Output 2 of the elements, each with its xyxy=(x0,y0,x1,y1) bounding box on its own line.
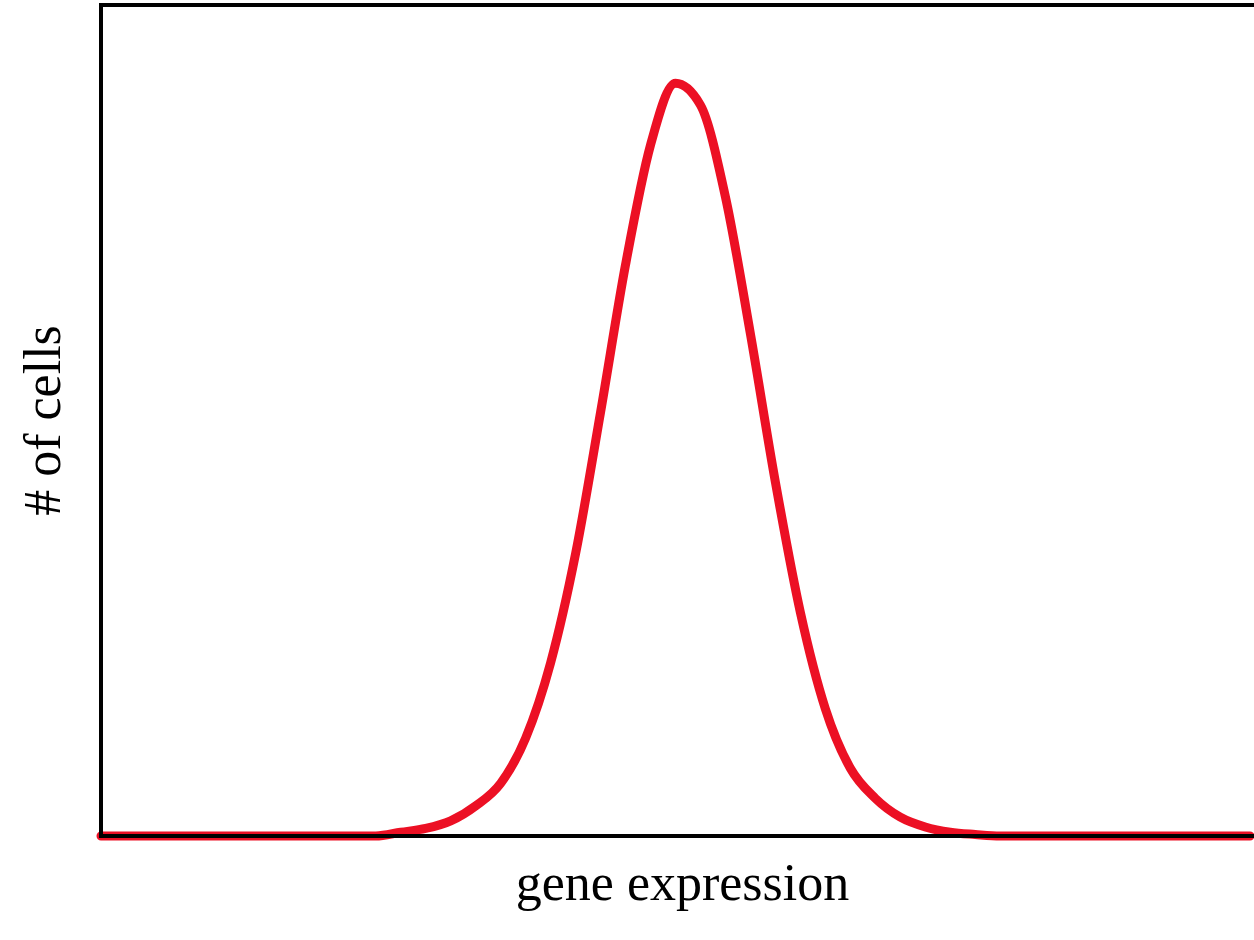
y-axis-title: # of cells xyxy=(14,325,71,516)
x-axis-title: gene expression xyxy=(515,854,850,911)
